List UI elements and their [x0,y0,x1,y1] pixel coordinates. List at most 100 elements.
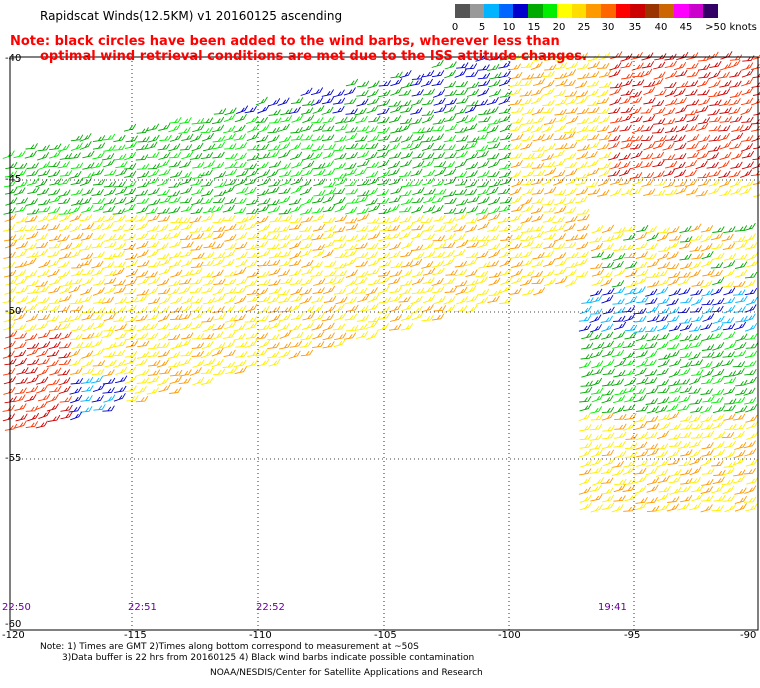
wind-barb [233,333,246,341]
wind-barb [563,223,576,232]
wind-barb [368,115,381,123]
wind-barb [744,323,758,332]
wind-barb [708,124,722,132]
wind-barb [38,161,51,170]
wind-barb [180,204,194,213]
wind-barb [680,360,693,369]
wind-barb [125,315,138,323]
wind-barb [745,296,758,306]
wind-barb [104,241,117,249]
wind-barb [104,169,117,176]
wind-barb [15,180,28,188]
wind-barb [532,169,546,177]
wind-barb [590,504,603,513]
wind-barb [745,414,758,423]
wind-barb [687,151,700,159]
wind-barb [233,223,246,231]
wind-barb [114,196,127,205]
wind-barb [69,277,83,285]
wind-barb [323,181,336,188]
wind-barb [680,494,693,503]
wind-barb [58,208,71,215]
wind-barb [146,286,159,296]
wind-barb [357,294,370,303]
wind-barb [599,81,612,88]
wind-barb [234,359,247,367]
wind-barb [477,196,490,205]
wind-barb [499,123,512,133]
wind-barb [678,394,691,403]
wind-barb [235,341,248,348]
wind-barb [622,341,635,349]
wind-barb [289,268,302,277]
lon-label-100: -100 [498,630,521,641]
wind-barb [57,161,70,169]
wind-barb [641,179,654,187]
wind-barb [744,397,757,405]
wind-barb [355,287,368,294]
wind-barb [71,324,84,332]
wind-barb [37,152,50,161]
wind-barb [421,126,434,133]
wind-barb [466,294,479,303]
wind-barb [431,133,444,142]
wind-barb [434,105,447,114]
wind-barb [48,242,62,249]
wind-barb [723,370,737,378]
wind-barb [102,387,115,394]
wind-barb [93,203,106,213]
wind-barb [288,197,302,205]
wind-barb [487,152,500,160]
wind-barb [136,323,149,332]
wind-barb [620,187,634,196]
wind-barb [388,195,402,204]
wind-barb [123,187,137,196]
wind-barb [389,314,403,322]
wind-barb [657,359,670,368]
wind-barb [575,52,588,60]
wind-barb [47,378,60,386]
wind-barb [400,134,413,143]
wind-barb [601,395,614,404]
wind-barb [744,360,757,368]
colorbar-swatch [601,4,617,18]
wind-barb [4,240,17,249]
wind-barb [587,70,600,79]
wind-barb [453,224,466,232]
wind-barb [563,79,576,87]
wind-barb [647,314,660,323]
wind-barb [159,367,172,375]
wind-barb [719,80,732,88]
wind-barb [734,342,747,351]
wind-barb [541,199,555,206]
contamination-note-line1: Note: black circles have been added to t… [10,34,560,49]
wind-barb [311,134,324,142]
wind-barb [629,90,642,98]
wind-barb [664,60,677,69]
wind-barb [555,142,568,150]
wind-barb [113,242,126,251]
wind-barb [203,358,216,366]
wind-barb [729,142,742,150]
wind-barb [654,88,667,97]
wind-barb [399,70,412,79]
wind-barb [268,251,282,259]
wind-barb [679,241,692,250]
wind-barb [499,241,512,250]
wind-barb [343,87,356,96]
wind-barb [743,233,756,242]
wind-barb [400,250,413,258]
wind-barb [82,322,95,332]
wind-barb [289,250,302,260]
wind-barb [157,278,170,287]
wind-barb [168,259,182,268]
wind-barb [255,348,268,357]
wind-barb [689,466,702,476]
wind-barb [46,359,59,368]
wind-barb [465,140,478,150]
wind-barb [680,296,693,304]
wind-barb [686,99,700,106]
wind-barb [38,198,51,206]
wind-barb [36,367,49,377]
wind-barb [366,242,379,250]
